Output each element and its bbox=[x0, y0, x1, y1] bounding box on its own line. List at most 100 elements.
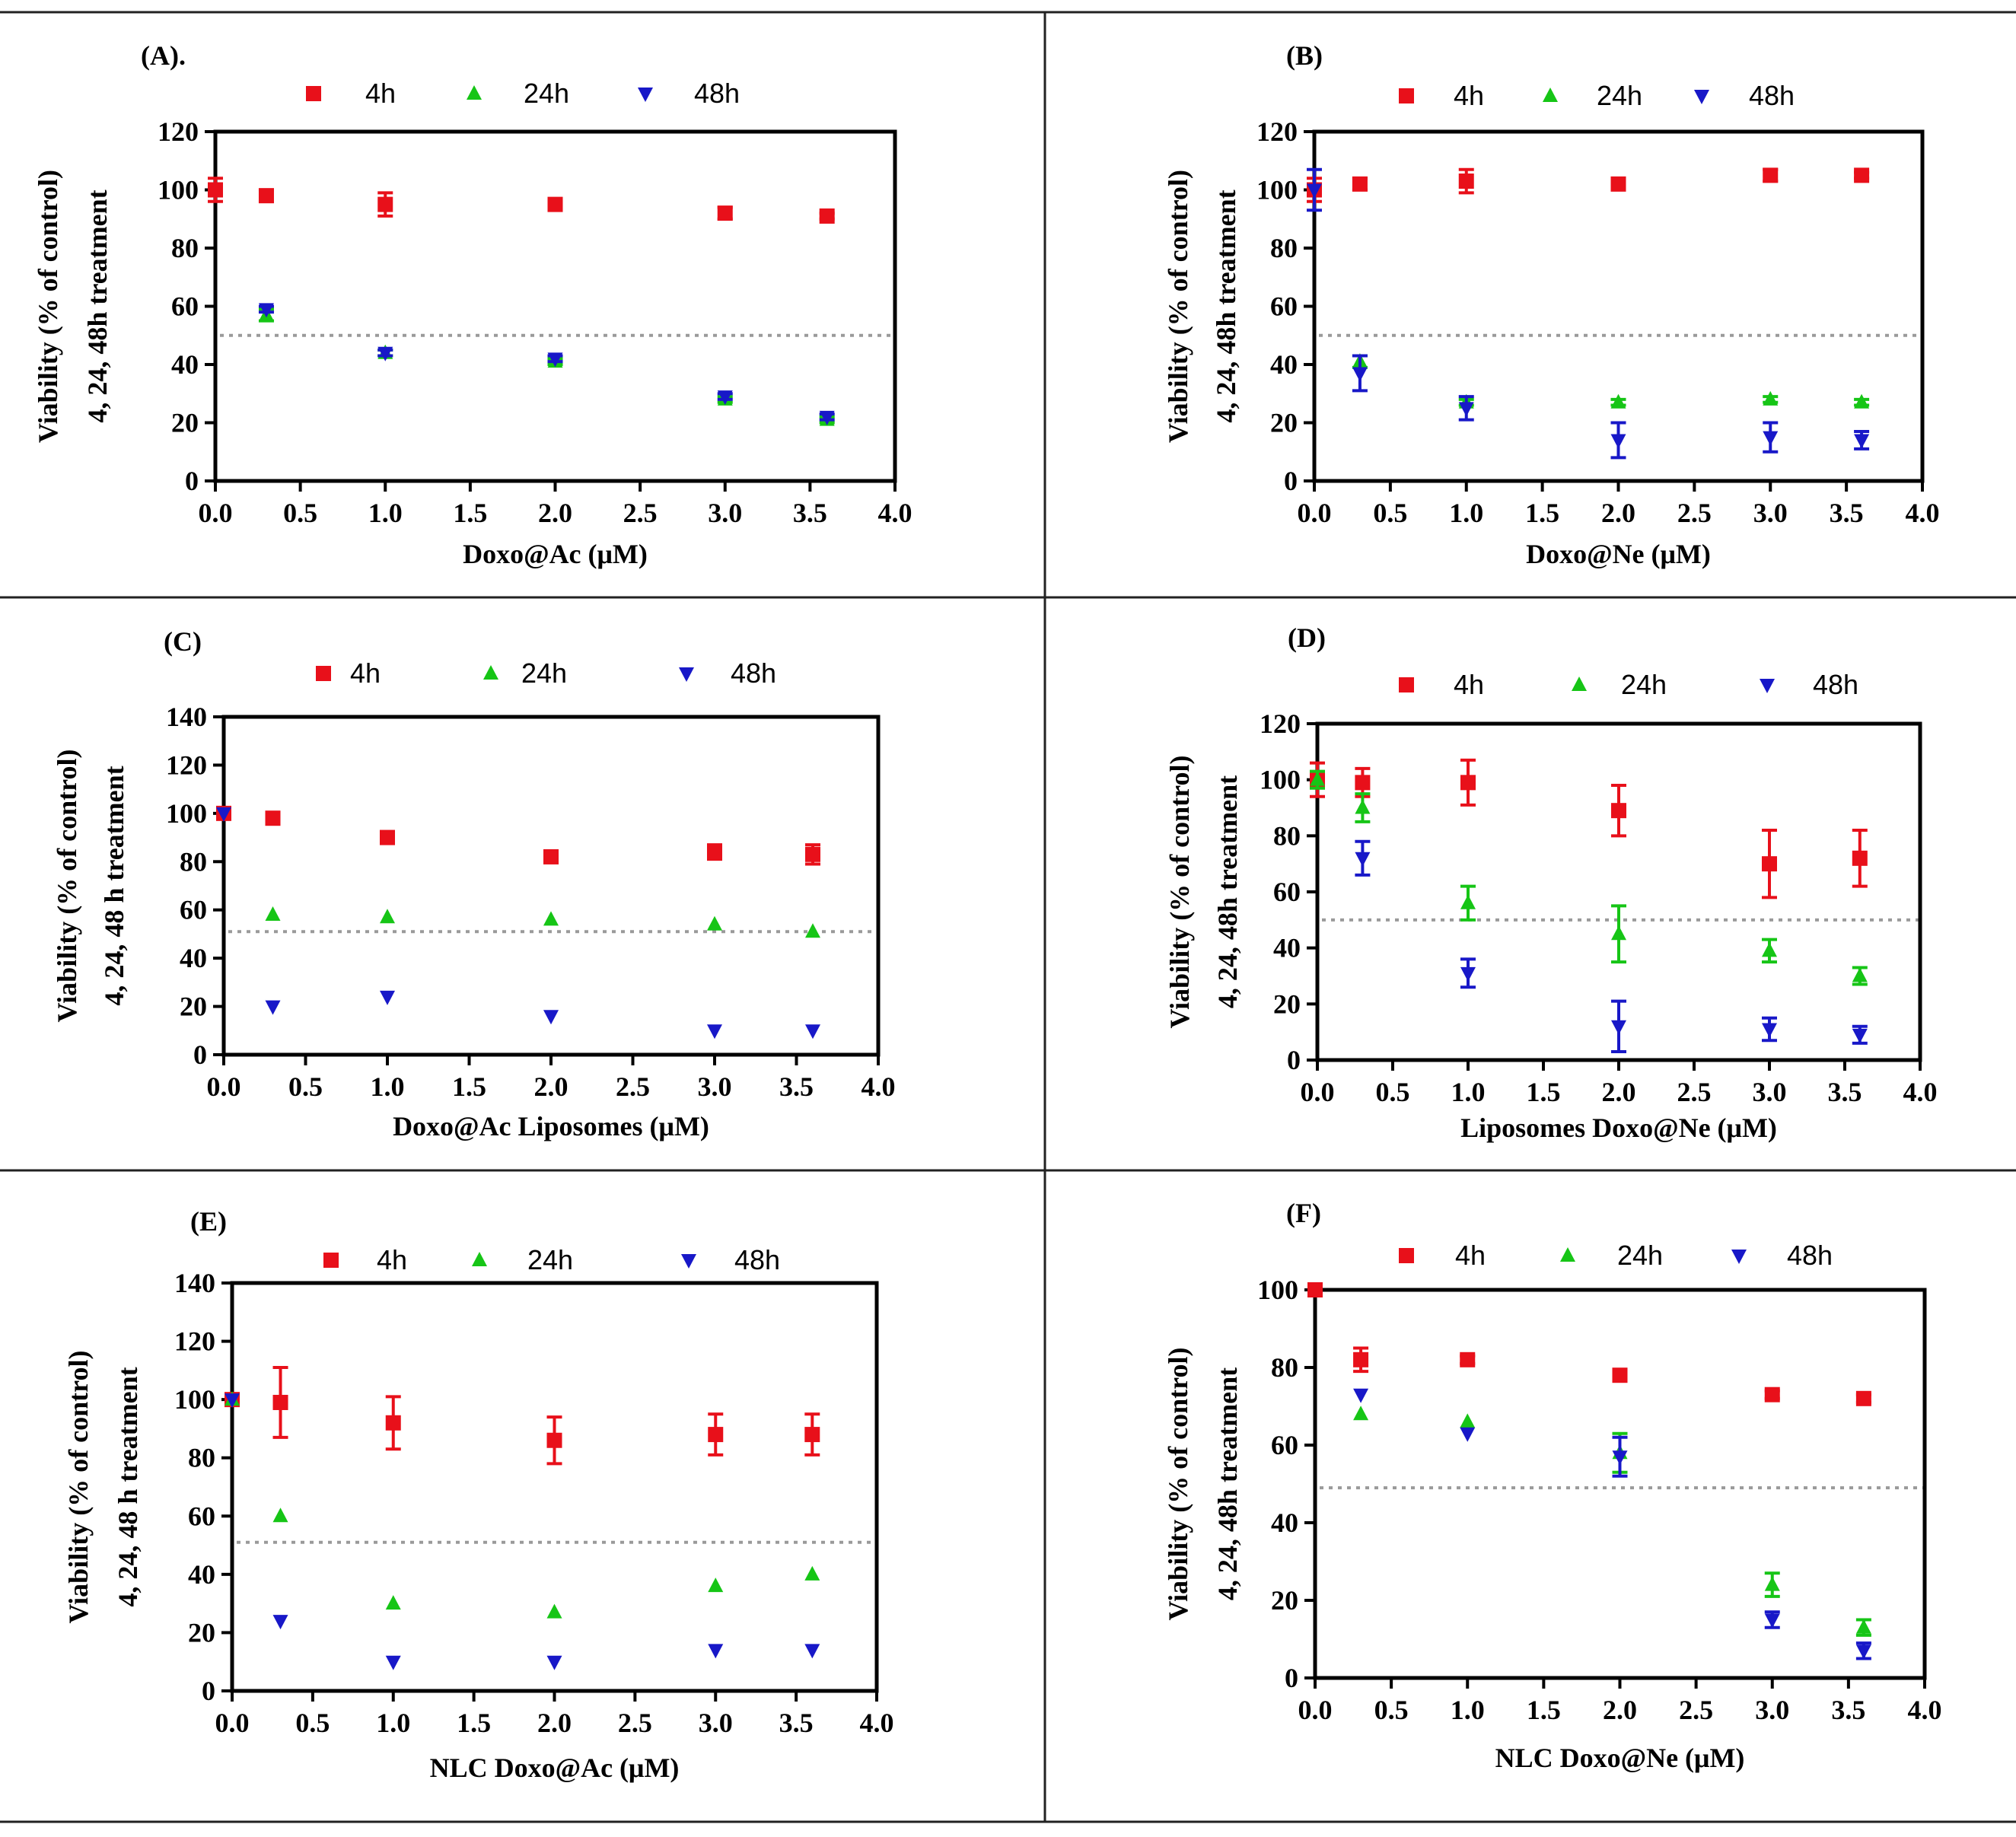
panel-f-point-4h bbox=[1307, 1282, 1323, 1297]
panel-a-point-48h bbox=[258, 303, 274, 318]
panel-a-ytick-label: 120 bbox=[158, 116, 199, 147]
panel-d-y-axis-label-line-2: 4, 24, 48h treatment bbox=[1212, 775, 1243, 1008]
panel-a-legend-label-48h: 48h bbox=[694, 78, 740, 109]
panel-d-point-24h bbox=[1611, 925, 1626, 941]
panel-d-point-4h bbox=[1611, 803, 1626, 819]
panel-b-y-axis-label-line-1: Viability (% of control) bbox=[1163, 170, 1193, 443]
panel-e-ytick-label: 140 bbox=[174, 1268, 215, 1298]
panel-a-xtick-label: 2.0 bbox=[538, 498, 572, 528]
panel-d-ytick-label: 80 bbox=[1273, 820, 1301, 851]
panel-c-y-axis-label-line-2: 4, 24, 48 h treatment bbox=[99, 766, 129, 1005]
panel-e-xtick-label: 1.0 bbox=[376, 1708, 410, 1738]
panel-c-xtick-label: 2.5 bbox=[616, 1071, 650, 1102]
panel-b-legend-label-4h: 4h bbox=[1454, 80, 1484, 111]
panel-a-ytick-label: 60 bbox=[171, 291, 199, 322]
panel-b-ytick-label: 80 bbox=[1270, 233, 1298, 263]
panel-b-point-24h bbox=[1763, 390, 1779, 406]
panel-e-xtick-label: 0.5 bbox=[295, 1708, 330, 1738]
panel-a-series-24h bbox=[258, 306, 835, 426]
panel-d-xtick-label: 3.0 bbox=[1753, 1077, 1787, 1107]
panel-c-point-48h bbox=[805, 1024, 820, 1039]
panel-b-ytick-label: 100 bbox=[1256, 175, 1298, 205]
panel-c-xtick-label: 2.0 bbox=[534, 1071, 568, 1102]
panel-f-xtick-label: 1.5 bbox=[1527, 1695, 1561, 1725]
panel-c-point-4h bbox=[265, 810, 281, 826]
panel-c-point-24h bbox=[805, 923, 820, 938]
panel-d-point-24h bbox=[1460, 894, 1476, 909]
panel-c-y-axis-label-line-1: Viability (% of control) bbox=[52, 750, 82, 1023]
panel-c-ytick-label: 40 bbox=[180, 943, 207, 973]
panel-c-point-24h bbox=[265, 906, 281, 922]
panel-b-xtick-label: 4.0 bbox=[1906, 498, 1940, 528]
panel-a-point-48h bbox=[717, 390, 733, 406]
panel-e-series-48h bbox=[225, 1393, 820, 1670]
panel-d-ytick-label: 120 bbox=[1260, 708, 1301, 739]
panel-d-point-48h bbox=[1852, 1028, 1868, 1043]
panel-d-series-48h bbox=[1355, 839, 1868, 1053]
panel-e-legend-label-24h: 24h bbox=[527, 1244, 573, 1275]
panel-c-point-24h bbox=[380, 909, 395, 924]
panel-e-x-axis-label: NLC Doxo@Ac (μM) bbox=[430, 1753, 680, 1783]
panel-f-xtick-label: 2.0 bbox=[1603, 1695, 1637, 1725]
panel-a-point-4h bbox=[208, 182, 223, 198]
panel-a-x-axis-label: Doxo@Ac (μM) bbox=[463, 539, 648, 569]
panel-a-point-48h bbox=[377, 346, 393, 361]
panel-e-xtick-label: 3.0 bbox=[699, 1708, 733, 1738]
panel-d-y-axis-label-line-1: Viability (% of control) bbox=[1164, 756, 1195, 1029]
panel-f-point-24h bbox=[1764, 1576, 1780, 1591]
panel-e-series-24h bbox=[225, 1391, 820, 1619]
panel-c-ytick-label: 120 bbox=[166, 750, 207, 780]
panel-e-ytick-label: 60 bbox=[188, 1501, 215, 1531]
panel-c-legend-marker-4h bbox=[316, 666, 331, 681]
panel-e: (E) 4h 24h 48h 0 20 40 60 80 100 120 140 0.0 0.5 1.0 1.… bbox=[63, 1206, 894, 1783]
panel-e-point-48h bbox=[225, 1393, 240, 1409]
panel-b-label: (B) bbox=[1286, 40, 1323, 71]
panel-d-xtick-label: 2.5 bbox=[1677, 1077, 1712, 1107]
panel-f-ytick-label: 60 bbox=[1271, 1430, 1298, 1460]
panel-e-plot-frame bbox=[230, 1281, 879, 1693]
panel-a-ytick-label: 40 bbox=[171, 349, 199, 380]
panel-d-ytick-label: 100 bbox=[1260, 765, 1301, 795]
panel-a-y-axis-label-line-2: 4, 24, 48h treatment bbox=[82, 189, 113, 422]
panel-b-point-4h bbox=[1352, 176, 1368, 192]
panel-a-point-4h bbox=[547, 196, 563, 212]
panel-d-xtick-label: 1.5 bbox=[1527, 1077, 1561, 1107]
panel-c-point-24h bbox=[543, 911, 559, 926]
panel-d-point-4h bbox=[1852, 850, 1868, 866]
panel-e-ytick-label: 120 bbox=[174, 1326, 215, 1357]
panel-c-ytick-label: 140 bbox=[166, 702, 207, 732]
panel-c-legend-label-4h: 4h bbox=[350, 657, 381, 689]
panel-e-xtick-label: 2.0 bbox=[537, 1708, 572, 1738]
panel-b-xtick-label: 0.0 bbox=[1298, 498, 1332, 528]
panel-e-y-axis-label-line-1: Viability (% of control) bbox=[63, 1351, 94, 1624]
panel-e-legend-marker-48h bbox=[681, 1254, 696, 1269]
panel-a-point-48h bbox=[547, 352, 563, 368]
panel-c-xtick-label: 0.0 bbox=[207, 1071, 241, 1102]
panel-a-xtick-label: 0.0 bbox=[199, 498, 233, 528]
panel-f-point-48h bbox=[1460, 1427, 1476, 1442]
panel-e-ytick-label: 100 bbox=[174, 1384, 215, 1415]
panel-b-series-48h bbox=[1307, 167, 1870, 460]
panel-c-xtick-label: 4.0 bbox=[861, 1071, 896, 1102]
panel-f-series-4h bbox=[1307, 1282, 1871, 1406]
panel-f-xtick-label: 1.0 bbox=[1451, 1695, 1485, 1725]
panel-c-xtick-label: 3.0 bbox=[698, 1071, 732, 1102]
panel-f-xtick-label: 2.5 bbox=[1679, 1695, 1713, 1725]
panel-e-xtick-label: 3.5 bbox=[779, 1708, 814, 1738]
panel-f-legend-marker-24h bbox=[1560, 1247, 1575, 1262]
panel-e-point-24h bbox=[546, 1603, 562, 1619]
panel-b-ytick-label: 120 bbox=[1256, 116, 1298, 147]
panel-f-label: (F) bbox=[1286, 1198, 1321, 1228]
panel-f-point-4h bbox=[1855, 1390, 1871, 1406]
panel-f-legend-marker-48h bbox=[1731, 1250, 1747, 1264]
panel-d-legend-marker-48h bbox=[1760, 679, 1775, 693]
panel-b-y-axis-label-line-2: 4, 24, 48h treatment bbox=[1211, 189, 1241, 422]
panel-d-label: (D) bbox=[1288, 622, 1326, 653]
panel-a-series-48h bbox=[258, 303, 835, 425]
panel-d-x-axis-label: Liposomes Doxo@Ne (μM) bbox=[1460, 1113, 1777, 1143]
panel-e-point-24h bbox=[708, 1578, 724, 1593]
panel-e-ytick-label: 0 bbox=[202, 1676, 215, 1706]
panel-c-point-48h bbox=[380, 990, 395, 1005]
panel-c-xtick-label: 0.5 bbox=[288, 1071, 323, 1102]
panel-c-point-48h bbox=[543, 1010, 559, 1025]
